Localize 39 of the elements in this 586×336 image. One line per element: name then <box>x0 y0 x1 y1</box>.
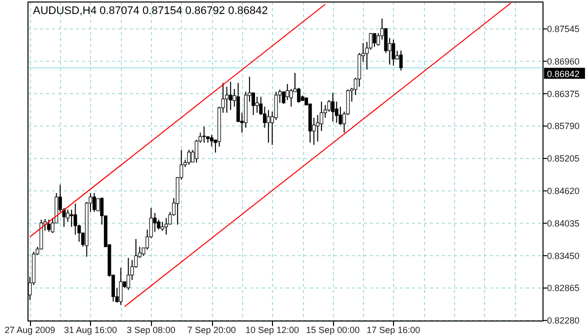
y-tick-label: 0.87545 <box>547 24 580 34</box>
candlestick <box>225 86 229 114</box>
candlestick <box>274 91 278 120</box>
x-tick-label: 7 Sep 20:00 <box>187 325 236 335</box>
y-tick-label: 0.86960 <box>547 56 580 66</box>
y-tick-label: 0.83450 <box>547 250 580 261</box>
candlestick <box>47 219 51 232</box>
ref-line-label: 0.86842 <box>547 68 580 79</box>
x-tick-label: 31 Aug 16:00 <box>64 325 118 335</box>
candlestick <box>70 209 74 228</box>
chart-title: AUDUSD,H4 0.87074 0.87154 0.86792 0.86842 <box>33 5 268 17</box>
y-tick-label: 0.82865 <box>547 283 580 294</box>
candlestick <box>331 92 335 122</box>
candlestick <box>210 134 214 148</box>
y-tick-label: 0.85205 <box>547 154 580 164</box>
y-tick-label: 0.84620 <box>547 186 580 196</box>
candlestick <box>92 192 96 212</box>
candlestick <box>126 257 130 290</box>
x-tick-label: 3 Sep 08:00 <box>126 325 176 335</box>
candlestick <box>187 149 191 166</box>
candlestick <box>119 267 122 306</box>
candlestick <box>202 126 206 144</box>
candlestick <box>228 81 232 110</box>
candlestick <box>286 83 290 101</box>
y-tick-label: 0.84035 <box>547 218 580 228</box>
x-tick-label: 10 Sep 12:00 <box>245 325 300 335</box>
candlestick <box>255 96 259 114</box>
x-tick-label: 17 Sep 16:00 <box>366 325 420 335</box>
candlestick <box>266 109 270 144</box>
candlestick <box>297 87 300 104</box>
y-tick-label: 0.86375 <box>547 88 580 99</box>
x-tick-label: 27 Aug 2009 <box>4 325 56 335</box>
y-tick-label: 0.82280 <box>547 316 580 326</box>
candlestick <box>392 39 396 66</box>
candlestick <box>164 217 168 236</box>
candlestick <box>372 32 376 48</box>
candlestick <box>289 88 293 108</box>
y-tick-label: 0.85790 <box>547 121 580 132</box>
x-tick-label: 15 Sep 00:00 <box>306 325 360 335</box>
